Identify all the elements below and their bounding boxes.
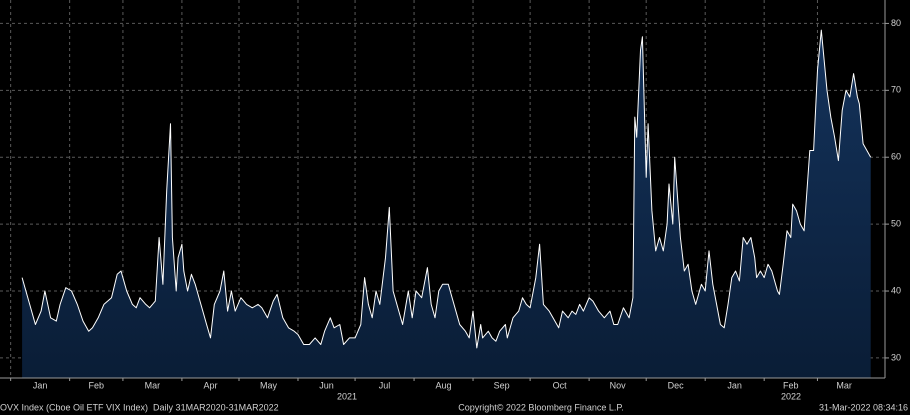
x-tick-label: Aug xyxy=(436,380,452,390)
footer-left: OVX Index (Cboe Oil ETF VIX Index) Daily… xyxy=(0,402,279,412)
plot xyxy=(21,29,872,378)
y-tick-label: 30 xyxy=(891,352,901,362)
x-tick-label: Jan xyxy=(33,380,48,390)
axes xyxy=(0,0,889,381)
x-tick-label: Jul xyxy=(379,380,391,390)
line xyxy=(21,29,872,349)
x-tick-label: Jan xyxy=(727,380,742,390)
x-tick-label: Mar xyxy=(836,380,852,390)
x-tick-label: Mar xyxy=(145,380,161,390)
y-tick-label: 40 xyxy=(891,285,901,295)
y-tick-label: 70 xyxy=(891,85,901,95)
x-tick-label: May xyxy=(260,380,278,390)
x-tick-label: Sep xyxy=(494,380,510,390)
x-tick-label: Feb xyxy=(783,380,799,390)
x-tick-label: Oct xyxy=(553,380,568,390)
footer-right: 31-Mar-2022 08:34:16 xyxy=(819,402,908,412)
area xyxy=(22,30,871,378)
year-label: 2021 xyxy=(337,391,357,401)
y-tick-label: 80 xyxy=(891,18,901,28)
footer-center: Copyright© 2022 Bloomberg Finance L.P. xyxy=(458,402,624,412)
x-tick-label: Dec xyxy=(668,380,685,390)
y-tick-label: 60 xyxy=(891,152,901,162)
y-tick-label: 50 xyxy=(891,218,901,228)
x-tick-label: Apr xyxy=(203,380,217,390)
year-label: 2022 xyxy=(781,391,801,401)
x-tick-label: Jun xyxy=(319,380,334,390)
x-tick-label: Feb xyxy=(89,380,105,390)
x-tick-label: Nov xyxy=(610,380,627,390)
